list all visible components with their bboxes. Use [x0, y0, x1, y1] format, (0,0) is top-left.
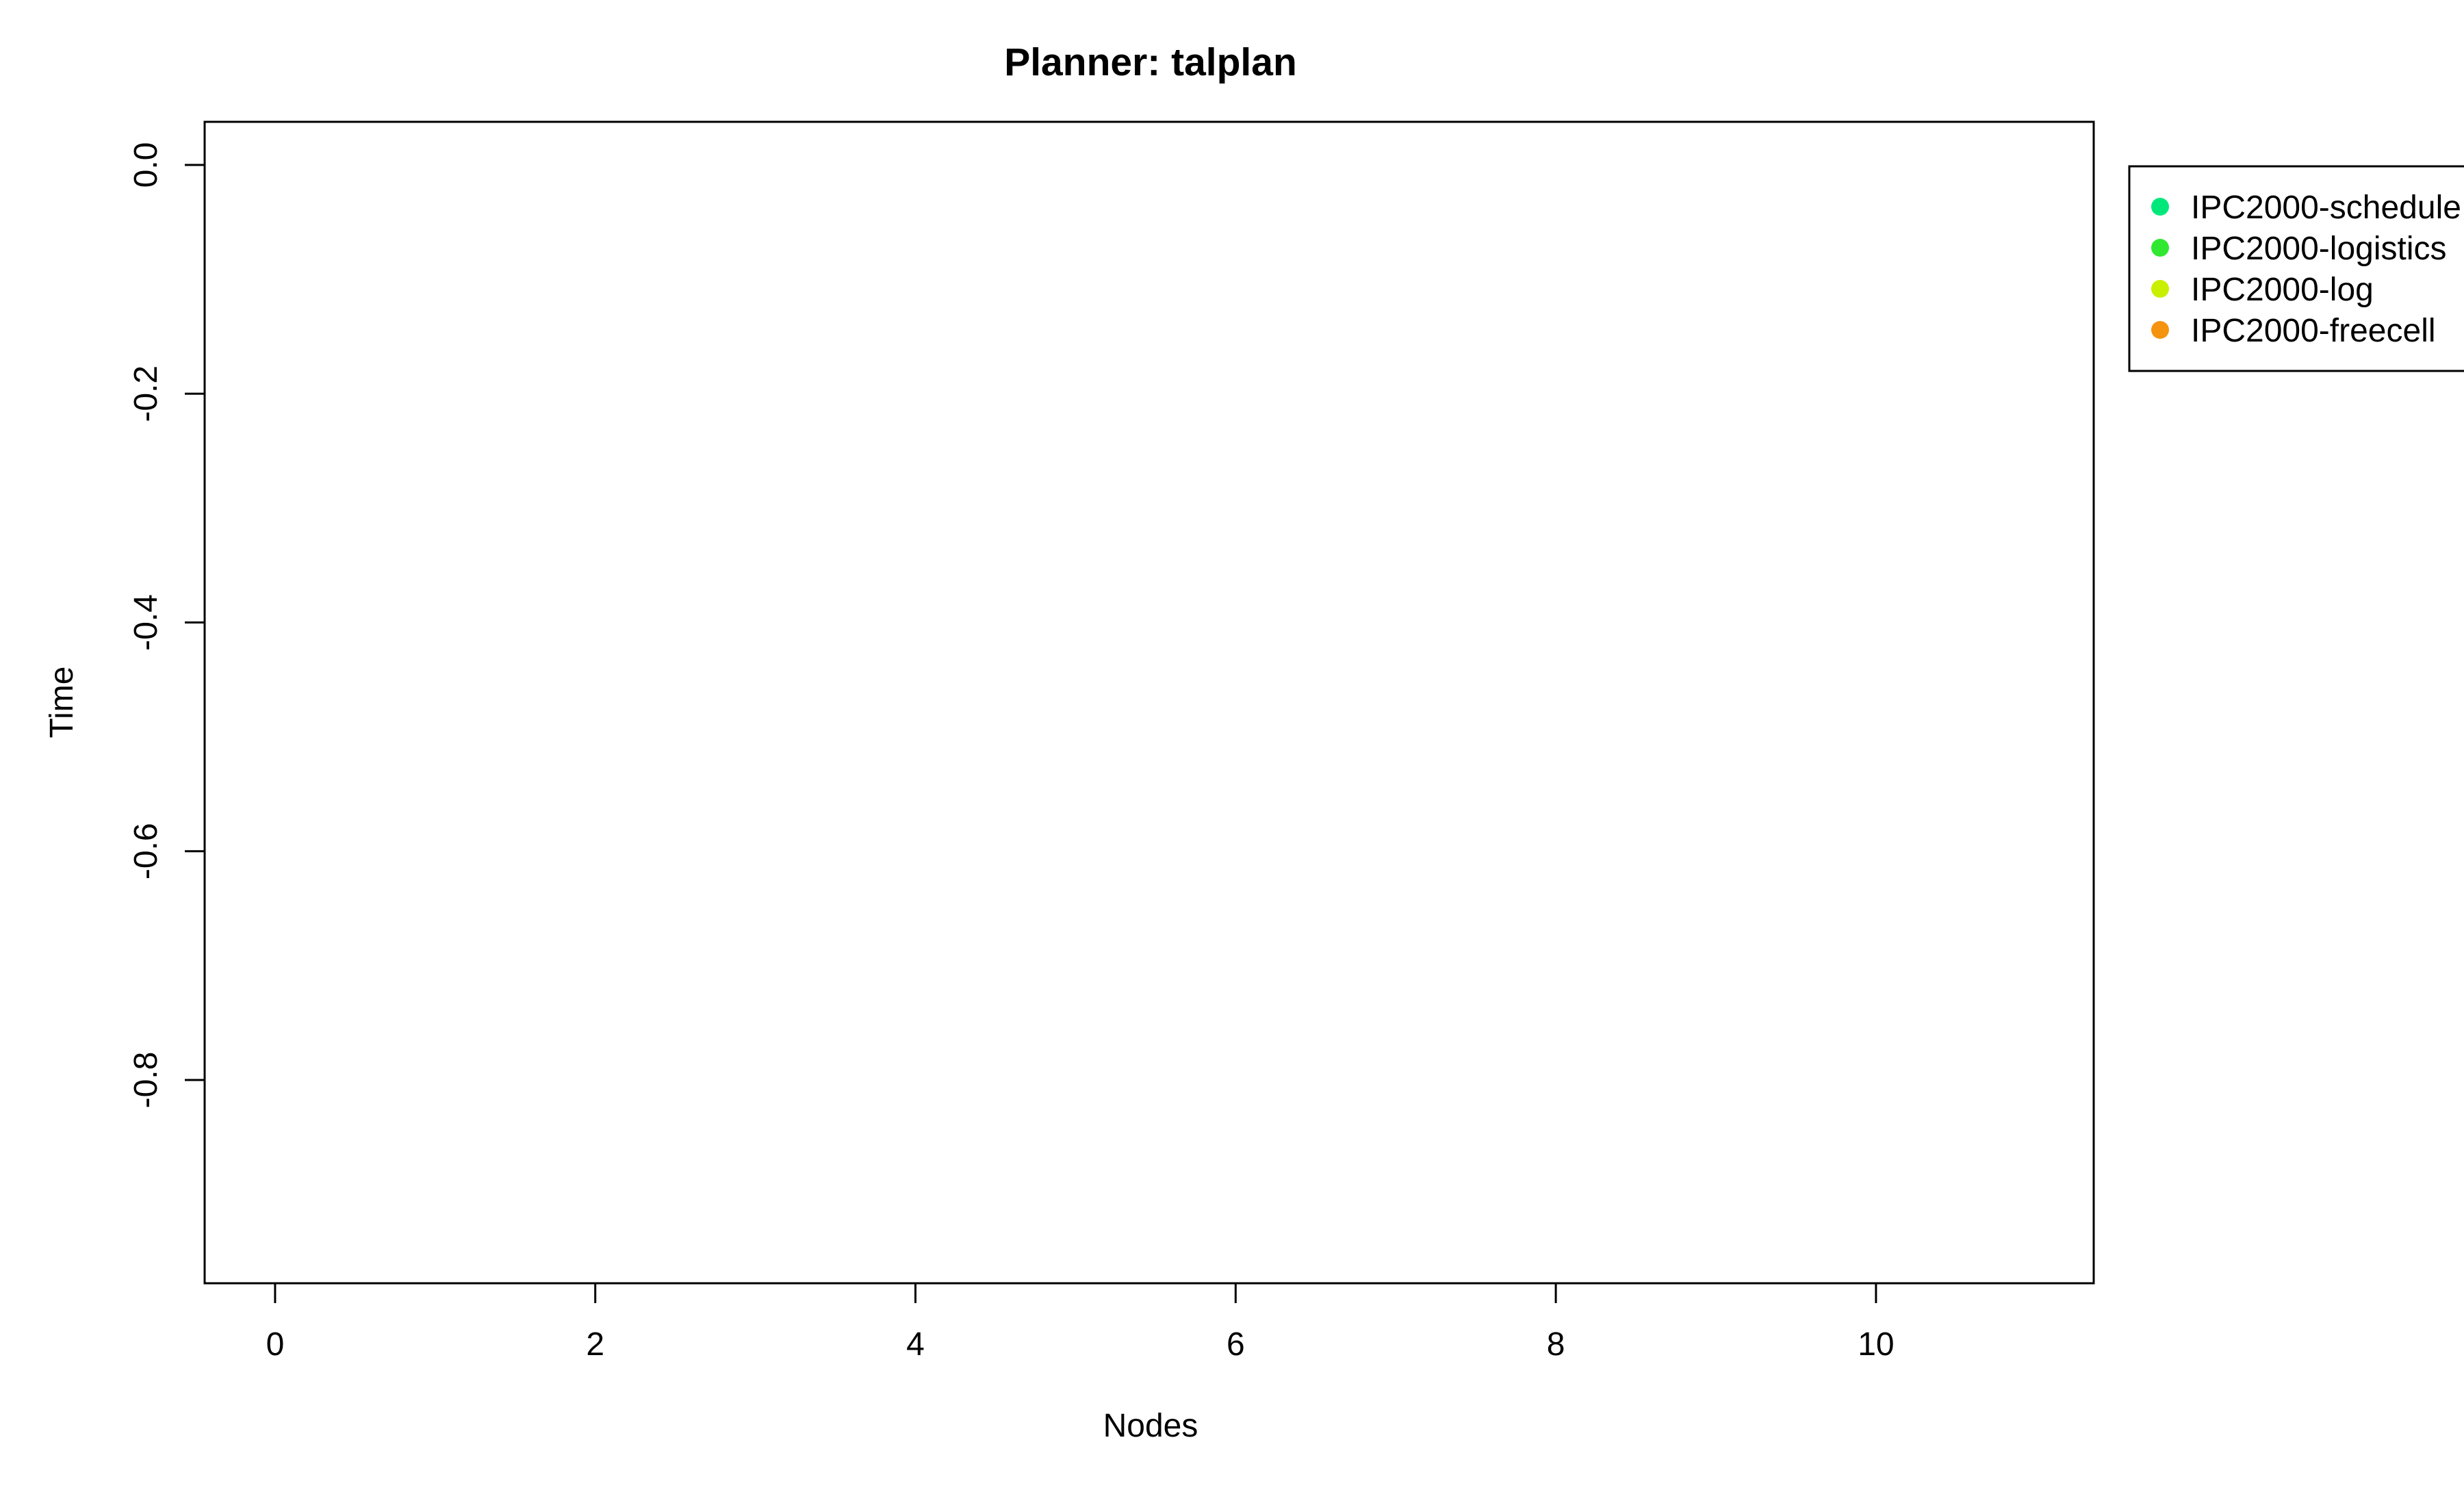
- legend-entry-label: IPC2000-log: [2191, 272, 2374, 308]
- legend: IPC2000-schedule IPC2000-logistics IPC2000…: [2128, 165, 2464, 372]
- legend-entry-label: IPC2000-freecell: [2191, 313, 2436, 349]
- x-tick-label: 2: [586, 1326, 604, 1363]
- x-tick-label: 6: [1227, 1326, 1245, 1363]
- legend-marker: [2151, 321, 2169, 339]
- y-axis-label: Time: [44, 667, 80, 738]
- y-tick-label: -0.6: [128, 823, 164, 879]
- y-axis: 0.0 -0.2 -0.4 -0.6 -0.8: [128, 142, 205, 1109]
- legend-box: [2128, 165, 2464, 372]
- y-tick-label: -0.4: [128, 594, 164, 651]
- y-tick-label: 0.0: [128, 142, 164, 188]
- x-axis: 0 2 4 6 8 10: [266, 1283, 1895, 1363]
- x-tick-label: 4: [906, 1326, 925, 1363]
- legend-marker: [2151, 198, 2169, 216]
- legend-marker: [2151, 280, 2169, 298]
- y-tick-label: -0.2: [128, 365, 164, 422]
- y-tick-label: -0.8: [128, 1052, 164, 1109]
- chart-title: Planner: talplan: [1004, 40, 1297, 84]
- x-tick-label: 0: [266, 1326, 285, 1363]
- x-axis-label: Nodes: [1103, 1408, 1198, 1444]
- legend-entry-label: IPC2000-schedule: [2191, 190, 2461, 226]
- legend-marker: [2151, 239, 2169, 257]
- legend-entry-label: IPC2000-logistics: [2191, 231, 2447, 267]
- x-tick-label: 10: [1858, 1326, 1894, 1363]
- plot-area: [203, 120, 2095, 1285]
- x-tick-label: 8: [1547, 1326, 1565, 1363]
